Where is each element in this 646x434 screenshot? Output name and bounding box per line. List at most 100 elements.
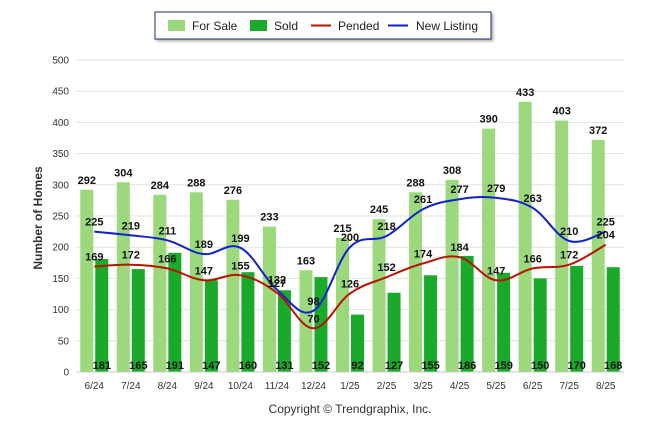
x-tick-label: 2/25 xyxy=(377,381,397,392)
bar-for-sale xyxy=(116,182,130,372)
legend-label-pended: Pended xyxy=(338,19,379,33)
bar-sold xyxy=(168,252,182,372)
data-label-pended: 147 xyxy=(487,265,505,277)
data-label-new-listing: 218 xyxy=(377,221,395,233)
data-label-for-sale: 245 xyxy=(370,204,388,216)
y-tick-label: 400 xyxy=(52,118,69,129)
x-tick-label: 5/25 xyxy=(486,381,506,392)
data-labels-layer: 292 181 304 165 284 191 288 147 276 160 233 131 163 1… xyxy=(78,87,623,372)
data-label-pended: 184 xyxy=(450,242,469,254)
data-label-for-sale: 390 xyxy=(479,114,497,126)
x-tick-label: 3/25 xyxy=(413,381,433,392)
x-tick-label: 12/24 xyxy=(301,381,326,392)
legend-swatch-sold xyxy=(250,20,267,31)
data-label-sold: 168 xyxy=(604,360,622,372)
data-label-for-sale: 288 xyxy=(406,177,424,189)
data-label-new-listing: 225 xyxy=(597,217,615,229)
data-label-new-listing: 225 xyxy=(85,217,103,229)
x-tick-label: 6/24 xyxy=(85,381,105,392)
data-label-for-sale: 276 xyxy=(224,185,242,197)
bar-for-sale xyxy=(262,226,276,372)
x-tick-label: 6/25 xyxy=(523,381,543,392)
data-label-pended: 169 xyxy=(85,252,103,264)
bar-for-sale xyxy=(336,237,349,372)
data-label-sold: 92 xyxy=(351,360,363,372)
data-label-new-listing: 199 xyxy=(231,233,249,245)
data-label-for-sale: 163 xyxy=(297,255,315,267)
data-label-new-listing: 200 xyxy=(341,232,359,244)
x-tick-label: 8/24 xyxy=(158,381,178,392)
bar-for-sale xyxy=(445,179,459,372)
data-label-sold: 191 xyxy=(166,360,184,372)
bar-sold xyxy=(424,275,438,372)
data-label-pended: 166 xyxy=(158,253,176,265)
bar-for-sale xyxy=(153,194,167,372)
data-label-for-sale: 292 xyxy=(78,175,96,187)
chart-grid xyxy=(76,59,624,373)
data-label-new-listing: 261 xyxy=(414,194,432,206)
bar-sold xyxy=(351,314,364,372)
data-label-new-listing: 263 xyxy=(523,193,541,205)
data-label-pended: 172 xyxy=(122,250,140,262)
bar-for-sale xyxy=(189,192,203,372)
bar-for-sale xyxy=(591,139,605,372)
y-tick-label: 100 xyxy=(52,305,69,316)
data-label-pended: 127 xyxy=(268,278,286,290)
data-label-pended: 166 xyxy=(523,253,541,265)
bar-sold xyxy=(533,278,547,372)
x-tick-label: 10/24 xyxy=(228,381,253,392)
y-tick-label: 0 xyxy=(63,368,69,379)
data-label-sold: 170 xyxy=(568,360,586,372)
data-label-pended: 147 xyxy=(195,265,213,277)
data-label-new-listing: 277 xyxy=(450,184,468,196)
data-label-pended: 126 xyxy=(341,278,359,290)
data-label-new-listing: 189 xyxy=(195,239,213,251)
y-axis: 0 50 100 150 200 250 300 350 400 450 500 xyxy=(52,56,69,379)
data-label-sold: 150 xyxy=(531,360,549,372)
y-tick-label: 300 xyxy=(52,180,69,191)
data-label-new-listing: 210 xyxy=(560,226,578,238)
legend-label-new-listing: New Listing xyxy=(416,19,478,33)
data-label-for-sale: 372 xyxy=(589,125,607,137)
x-tick-label: 7/25 xyxy=(559,381,579,392)
bar-for-sale xyxy=(555,120,569,372)
data-label-for-sale: 215 xyxy=(333,223,351,235)
data-label-new-listing: 132 xyxy=(268,275,286,287)
bar-for-sale xyxy=(80,189,94,372)
data-label-new-listing: 279 xyxy=(487,183,505,195)
data-label-pended: 155 xyxy=(231,260,249,272)
data-label-sold: 152 xyxy=(312,360,330,372)
y-tick-label: 250 xyxy=(52,212,69,223)
data-label-for-sale: 233 xyxy=(260,212,278,224)
data-label-sold: 181 xyxy=(93,360,111,372)
copyright-text: Copyright © Trendgraphix, Inc. xyxy=(269,402,432,416)
legend-label-for-sale: For Sale xyxy=(192,19,238,33)
data-label-for-sale: 403 xyxy=(553,106,571,118)
chart-legend: For Sale Sold Pended New Listing xyxy=(154,11,492,40)
bar-for-sale xyxy=(409,192,423,372)
bar-sold xyxy=(460,255,474,372)
data-label-pended: 172 xyxy=(560,250,578,262)
bar-sold xyxy=(497,272,511,372)
bar-sold xyxy=(95,259,109,372)
data-label-for-sale: 308 xyxy=(443,165,461,177)
legend-swatch-for-sale xyxy=(168,20,185,31)
data-label-for-sale: 288 xyxy=(187,177,205,189)
x-tick-label: 9/24 xyxy=(194,381,214,392)
line-pended xyxy=(94,243,607,330)
bar-for-sale xyxy=(226,199,240,372)
y-tick-label: 500 xyxy=(52,56,69,67)
data-label-new-listing: 98 xyxy=(307,296,319,308)
y-tick-label: 150 xyxy=(52,274,69,285)
data-label-sold: 186 xyxy=(458,360,476,372)
bar-sold xyxy=(241,272,255,372)
bar-sold xyxy=(131,269,145,372)
bar-for-sale xyxy=(482,128,496,372)
data-label-pended: 204 xyxy=(597,230,616,242)
legend-label-sold: Sold xyxy=(274,19,298,33)
data-label-sold: 160 xyxy=(239,360,257,372)
data-label-for-sale: 284 xyxy=(151,180,170,192)
bar-sold xyxy=(277,290,291,372)
y-tick-label: 200 xyxy=(52,243,69,254)
